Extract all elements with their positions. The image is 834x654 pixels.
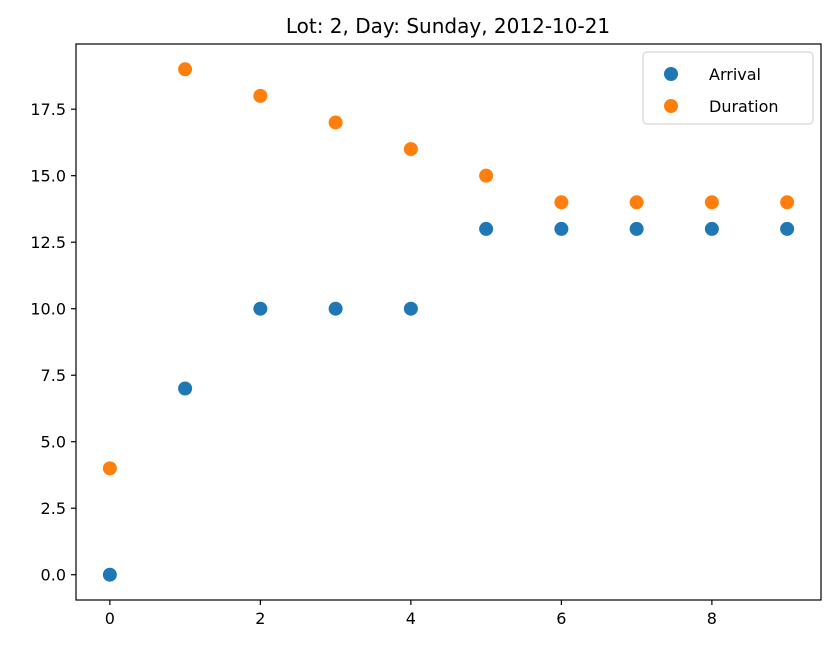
arrival-point	[253, 301, 268, 316]
duration-point	[554, 195, 569, 210]
y-tick-label: 17.5	[30, 100, 66, 119]
series-arrival	[102, 221, 795, 582]
duration-point	[479, 168, 494, 183]
arrival-point	[178, 381, 193, 396]
y-axis: 0.0 2.5 5.0 7.5 10.0 12.5 15.0 17.5	[30, 100, 76, 585]
y-tick-label: 15.0	[30, 167, 66, 186]
arrival-point	[780, 221, 795, 236]
arrival-point	[479, 221, 494, 236]
legend-label-duration: Duration	[709, 97, 779, 116]
duration-point	[629, 195, 644, 210]
legend: Arrival Duration	[642, 51, 814, 125]
y-tick-label: 2.5	[41, 499, 66, 518]
duration-point	[403, 142, 418, 157]
duration-point	[328, 115, 343, 130]
legend-label-arrival: Arrival	[709, 65, 761, 84]
y-tick-label: 5.0	[41, 433, 66, 452]
duration-point	[780, 195, 795, 210]
duration-point	[102, 461, 117, 476]
arrival-point	[629, 221, 644, 236]
y-tick-label: 12.5	[30, 233, 66, 252]
arrival-point	[554, 221, 569, 236]
x-tick-label: 0	[105, 609, 115, 628]
arrival-point	[403, 301, 418, 316]
arrival-point	[102, 567, 117, 582]
plot-area	[75, 43, 822, 601]
duration-point	[178, 62, 193, 77]
duration-point	[704, 195, 719, 210]
y-tick-label: 10.0	[30, 300, 66, 319]
legend-marker-arrival	[664, 67, 678, 81]
y-tick-label: 7.5	[41, 366, 66, 385]
x-tick-label: 8	[707, 609, 717, 628]
x-tick-label: 2	[255, 609, 265, 628]
duration-point	[253, 88, 268, 103]
legend-marker-duration	[664, 99, 678, 113]
arrival-point	[328, 301, 343, 316]
x-tick-label: 4	[406, 609, 416, 628]
legend-box	[642, 51, 814, 125]
y-tick-label: 0.0	[41, 566, 66, 585]
series-duration	[102, 62, 795, 476]
x-tick-label: 6	[556, 609, 566, 628]
x-axis: 0 2 4 6 8	[105, 600, 717, 628]
data-points	[102, 62, 795, 582]
arrival-point	[704, 221, 719, 236]
plot-frame	[75, 43, 822, 601]
chart-title: Lot: 2, Day: Sunday, 2012-10-21	[286, 14, 610, 38]
